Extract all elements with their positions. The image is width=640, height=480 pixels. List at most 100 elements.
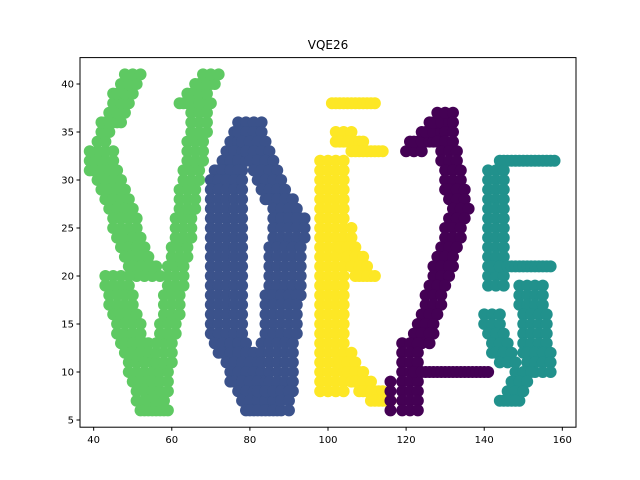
data-point-series-3 xyxy=(337,174,350,186)
data-point-series-3 xyxy=(337,289,350,302)
data-point-series-2 xyxy=(282,394,295,407)
data-point-series-2 xyxy=(286,375,299,388)
data-point-series-1 xyxy=(134,68,147,81)
data-points xyxy=(83,68,561,417)
data-point-series-1 xyxy=(197,135,210,148)
data-point-series-1 xyxy=(130,212,143,225)
y-tick-label: 40 xyxy=(61,80,74,91)
data-point-series-1 xyxy=(193,164,206,177)
data-point-series-2 xyxy=(286,337,299,350)
data-point-series-1 xyxy=(165,346,178,359)
data-point-series-1 xyxy=(200,126,213,138)
data-point-series-3 xyxy=(368,97,381,110)
data-point-series-2 xyxy=(286,346,299,359)
data-point-series-3 xyxy=(376,145,389,158)
data-point-series-1 xyxy=(122,97,135,110)
data-point-series-4 xyxy=(431,308,444,321)
data-point-series-2 xyxy=(236,202,249,215)
data-point-series-2 xyxy=(290,308,303,321)
y-tick-label: 25 xyxy=(61,224,74,235)
data-point-series-4 xyxy=(435,289,448,302)
data-point-series-1 xyxy=(134,318,147,330)
data-point-series-5 xyxy=(497,270,510,282)
data-point-series-2 xyxy=(255,126,268,138)
data-point-series-2 xyxy=(290,202,303,215)
data-point-series-2 xyxy=(294,241,307,254)
data-point-series-1 xyxy=(150,260,163,273)
data-point-series-2 xyxy=(298,222,311,234)
data-point-series-2 xyxy=(267,154,280,167)
data-point-series-1 xyxy=(169,318,182,330)
data-point-series-4 xyxy=(439,279,452,292)
data-point-series-1 xyxy=(185,231,198,244)
data-point-series-5 xyxy=(497,279,510,292)
data-point-series-5 xyxy=(540,318,553,330)
y-tick-label: 10 xyxy=(61,368,74,379)
data-point-series-4 xyxy=(427,318,440,330)
data-point-series-2 xyxy=(286,193,299,206)
data-point-series-3 xyxy=(337,193,350,206)
data-point-series-5 xyxy=(544,260,557,273)
data-point-series-3 xyxy=(337,154,350,167)
data-point-series-3 xyxy=(337,308,350,321)
data-point-series-5 xyxy=(521,375,534,388)
data-point-series-2 xyxy=(236,241,249,254)
data-point-series-1 xyxy=(165,356,178,369)
data-point-series-2 xyxy=(236,318,249,330)
data-point-series-2 xyxy=(298,231,311,244)
data-point-series-4 xyxy=(411,356,424,369)
data-point-series-2 xyxy=(236,289,249,302)
data-point-series-4 xyxy=(446,116,459,129)
data-point-series-2 xyxy=(275,174,288,186)
y-tick-label: 5 xyxy=(68,416,74,427)
data-point-series-1 xyxy=(142,250,155,263)
data-point-series-2 xyxy=(259,135,272,148)
data-point-series-3 xyxy=(337,270,350,282)
data-point-series-3 xyxy=(337,164,350,177)
data-point-series-3 xyxy=(345,231,358,244)
data-point-series-4 xyxy=(384,404,397,417)
data-point-series-2 xyxy=(286,356,299,369)
data-point-series-4 xyxy=(458,183,471,196)
data-point-series-1 xyxy=(111,164,124,177)
data-point-series-2 xyxy=(236,222,249,234)
data-point-series-1 xyxy=(169,327,182,340)
data-point-series-1 xyxy=(185,212,198,225)
data-point-series-3 xyxy=(337,212,350,225)
data-point-series-3 xyxy=(349,356,362,369)
data-point-series-4 xyxy=(443,260,456,273)
data-point-series-1 xyxy=(118,183,131,196)
data-point-series-1 xyxy=(165,337,178,350)
data-point-series-2 xyxy=(263,145,276,158)
data-point-series-4 xyxy=(411,346,424,359)
data-point-series-1 xyxy=(189,202,202,215)
y-tick-label: 35 xyxy=(61,128,74,139)
x-tick-label: 60 xyxy=(165,435,178,446)
data-point-series-4 xyxy=(411,375,424,388)
data-point-series-2 xyxy=(236,270,249,282)
data-point-series-5 xyxy=(493,318,506,330)
data-point-series-1 xyxy=(181,241,194,254)
data-point-series-4 xyxy=(423,337,436,350)
data-point-series-2 xyxy=(232,164,245,177)
data-point-series-4 xyxy=(450,241,463,254)
data-point-series-1 xyxy=(200,116,213,129)
data-point-series-1 xyxy=(130,78,143,90)
data-point-series-1 xyxy=(118,106,131,119)
data-point-series-2 xyxy=(290,298,303,311)
data-point-series-4 xyxy=(423,327,436,340)
data-point-series-1 xyxy=(122,270,135,282)
data-point-series-1 xyxy=(134,327,147,340)
x-axis-ticks: 40 60 80 100 120 140 160 xyxy=(87,427,572,446)
data-point-series-1 xyxy=(185,222,198,234)
data-point-series-1 xyxy=(126,87,139,100)
data-point-series-1 xyxy=(181,250,194,263)
data-point-series-1 xyxy=(200,87,213,100)
data-point-series-1 xyxy=(115,174,128,186)
data-point-series-2 xyxy=(236,327,249,340)
data-point-series-2 xyxy=(236,212,249,225)
data-point-series-5 xyxy=(536,279,549,292)
data-point-series-4 xyxy=(384,385,397,398)
x-tick-label: 100 xyxy=(318,435,337,446)
